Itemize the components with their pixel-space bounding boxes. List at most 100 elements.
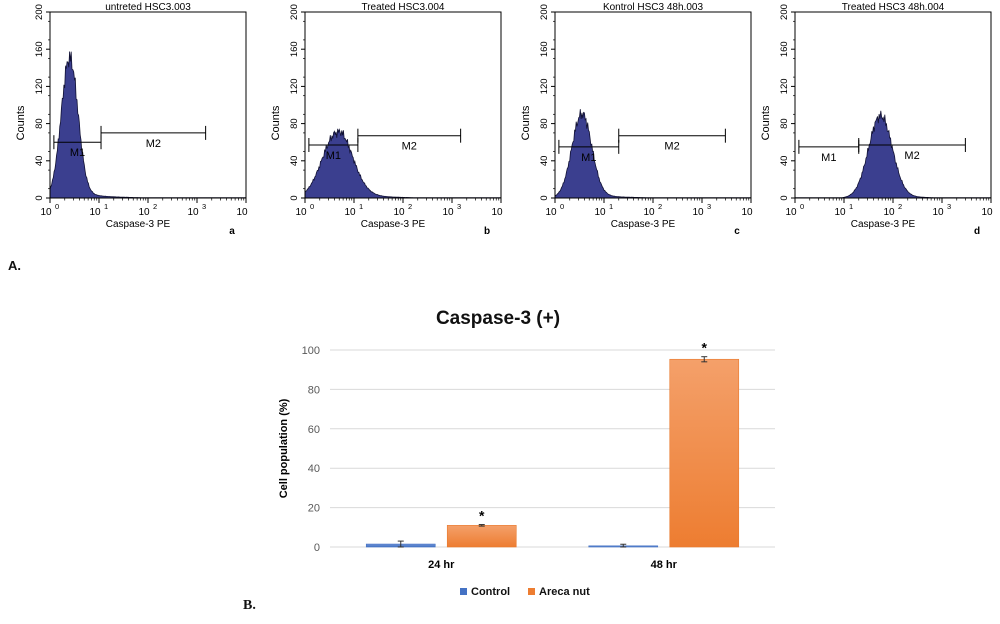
y-axis-label: Counts (760, 105, 772, 140)
gate-marker-label: M1 (70, 147, 85, 159)
panel-b-label: B. (243, 598, 256, 613)
x-tick-exponent: 0 (55, 202, 59, 211)
x-axis-label: Caspase-3 PE (611, 219, 676, 230)
y-tick-label: 40 (289, 156, 300, 167)
y-axis-label: Counts (520, 105, 532, 140)
y-tick-label: 200 (34, 4, 45, 20)
x-tick-exponent: 3 (707, 202, 711, 211)
gate-marker-label: M2 (664, 141, 679, 153)
histogram-panel-b: Treated HSC3.00404080120160200Counts1001… (270, 2, 503, 235)
legend-label: Control (471, 586, 510, 598)
x-tick-label: 10 (491, 207, 503, 218)
histogram-panel-d: Treated HSC3 48h.00404080120160200Counts… (760, 2, 993, 235)
x-tick-exponent: 1 (104, 202, 108, 211)
y-axis-label: Counts (270, 105, 282, 140)
y-tick-label: 40 (779, 156, 790, 167)
histogram-area (304, 128, 502, 199)
x-tick-label: 10 (785, 207, 797, 218)
y-tick-label: 200 (779, 4, 790, 20)
y-tick-label: 0 (289, 195, 300, 200)
x-tick-exponent: 0 (560, 202, 564, 211)
histogram-area (49, 51, 247, 199)
y-tick-label: 80 (289, 118, 300, 129)
x-tick-label: 10 (295, 207, 307, 218)
x-tick-exponent: 1 (359, 202, 363, 211)
panel-letter: d (974, 226, 980, 235)
gate-marker-label: M2 (402, 141, 417, 153)
bar-areca-nut (446, 525, 517, 548)
y-tick-label: 120 (289, 78, 300, 94)
x-tick-label: 10 (643, 207, 655, 218)
x-tick-exponent: 2 (153, 202, 157, 211)
significance-marker: * (702, 340, 708, 356)
x-tick-label: 10 (138, 207, 150, 218)
y-tick-label: 160 (34, 41, 45, 57)
significance-marker: * (479, 508, 485, 524)
x-category-label: 24 hr (428, 559, 455, 571)
gate-marker-label: M1 (821, 152, 836, 164)
x-tick-label: 10 (187, 207, 199, 218)
y-tick-label: 120 (779, 78, 790, 94)
y-tick-label: 0 (539, 195, 550, 200)
x-tick-exponent: 1 (609, 202, 613, 211)
y-tick-label: 200 (539, 4, 550, 20)
y-tick-label: 100 (302, 345, 320, 357)
x-tick-exponent: 0 (800, 202, 804, 211)
x-tick-exponent: 3 (947, 202, 951, 211)
gate-marker-label: M2 (904, 150, 919, 162)
x-tick-label: 10 (883, 207, 895, 218)
legend-swatch (528, 588, 535, 595)
x-tick-exponent: 2 (408, 202, 412, 211)
y-tick-label: 0 (779, 195, 790, 200)
x-axis-label: Caspase-3 PE (106, 219, 171, 230)
histogram-title: Kontrol HSC3 48h.003 (603, 2, 704, 13)
x-tick-label: 10 (981, 207, 993, 218)
gate-marker-label: M1 (326, 150, 341, 162)
y-axis-label: Counts (15, 105, 27, 140)
panel-letter: a (229, 226, 235, 235)
x-tick-label: 10 (40, 207, 52, 218)
y-tick-label: 40 (308, 463, 320, 475)
x-axis-label: Caspase-3 PE (851, 219, 916, 230)
y-tick-label: 120 (34, 78, 45, 94)
panel-letter: c (734, 226, 740, 235)
x-tick-label: 10 (834, 207, 846, 218)
y-tick-label: 20 (308, 503, 320, 515)
x-tick-exponent: 0 (310, 202, 314, 211)
histogram-title: Treated HSC3.004 (361, 2, 444, 13)
y-axis-label: Cell population (%) (278, 398, 290, 498)
histogram-panel-c: Kontrol HSC3 48h.00304080120160200Counts… (520, 2, 753, 235)
y-tick-label: 160 (779, 41, 790, 57)
legend-label: Areca nut (539, 586, 590, 598)
y-tick-label: 120 (539, 78, 550, 94)
x-tick-label: 10 (692, 207, 704, 218)
x-axis-label: Caspase-3 PE (361, 219, 426, 230)
x-tick-label: 10 (89, 207, 101, 218)
y-tick-label: 40 (539, 156, 550, 167)
y-tick-label: 80 (308, 384, 320, 396)
x-tick-label: 10 (236, 207, 248, 218)
y-tick-label: 0 (34, 195, 45, 200)
x-tick-exponent: 1 (849, 202, 853, 211)
x-tick-label: 10 (932, 207, 944, 218)
x-tick-label: 10 (393, 207, 405, 218)
x-tick-exponent: 3 (202, 202, 206, 211)
y-tick-label: 160 (539, 41, 550, 57)
y-tick-label: 80 (34, 118, 45, 129)
gate-marker-label: M2 (146, 138, 161, 150)
bar-areca-nut (669, 358, 740, 548)
x-tick-label: 10 (741, 207, 753, 218)
histogram-title: untreted HSC3.003 (105, 2, 191, 13)
x-tick-exponent: 3 (457, 202, 461, 211)
y-tick-label: 80 (779, 118, 790, 129)
x-category-label: 48 hr (651, 559, 678, 571)
chart-title: Caspase-3 (+) (436, 308, 560, 329)
y-tick-label: 60 (308, 424, 320, 436)
histogram-panel-a: untreted HSC3.00304080120160200Counts100… (15, 2, 248, 235)
panel-a-label: A. (8, 258, 21, 273)
gate-marker-label: M1 (581, 152, 596, 164)
x-tick-label: 10 (594, 207, 606, 218)
y-tick-label: 0 (314, 542, 320, 554)
x-tick-exponent: 2 (658, 202, 662, 211)
x-tick-label: 10 (545, 207, 557, 218)
